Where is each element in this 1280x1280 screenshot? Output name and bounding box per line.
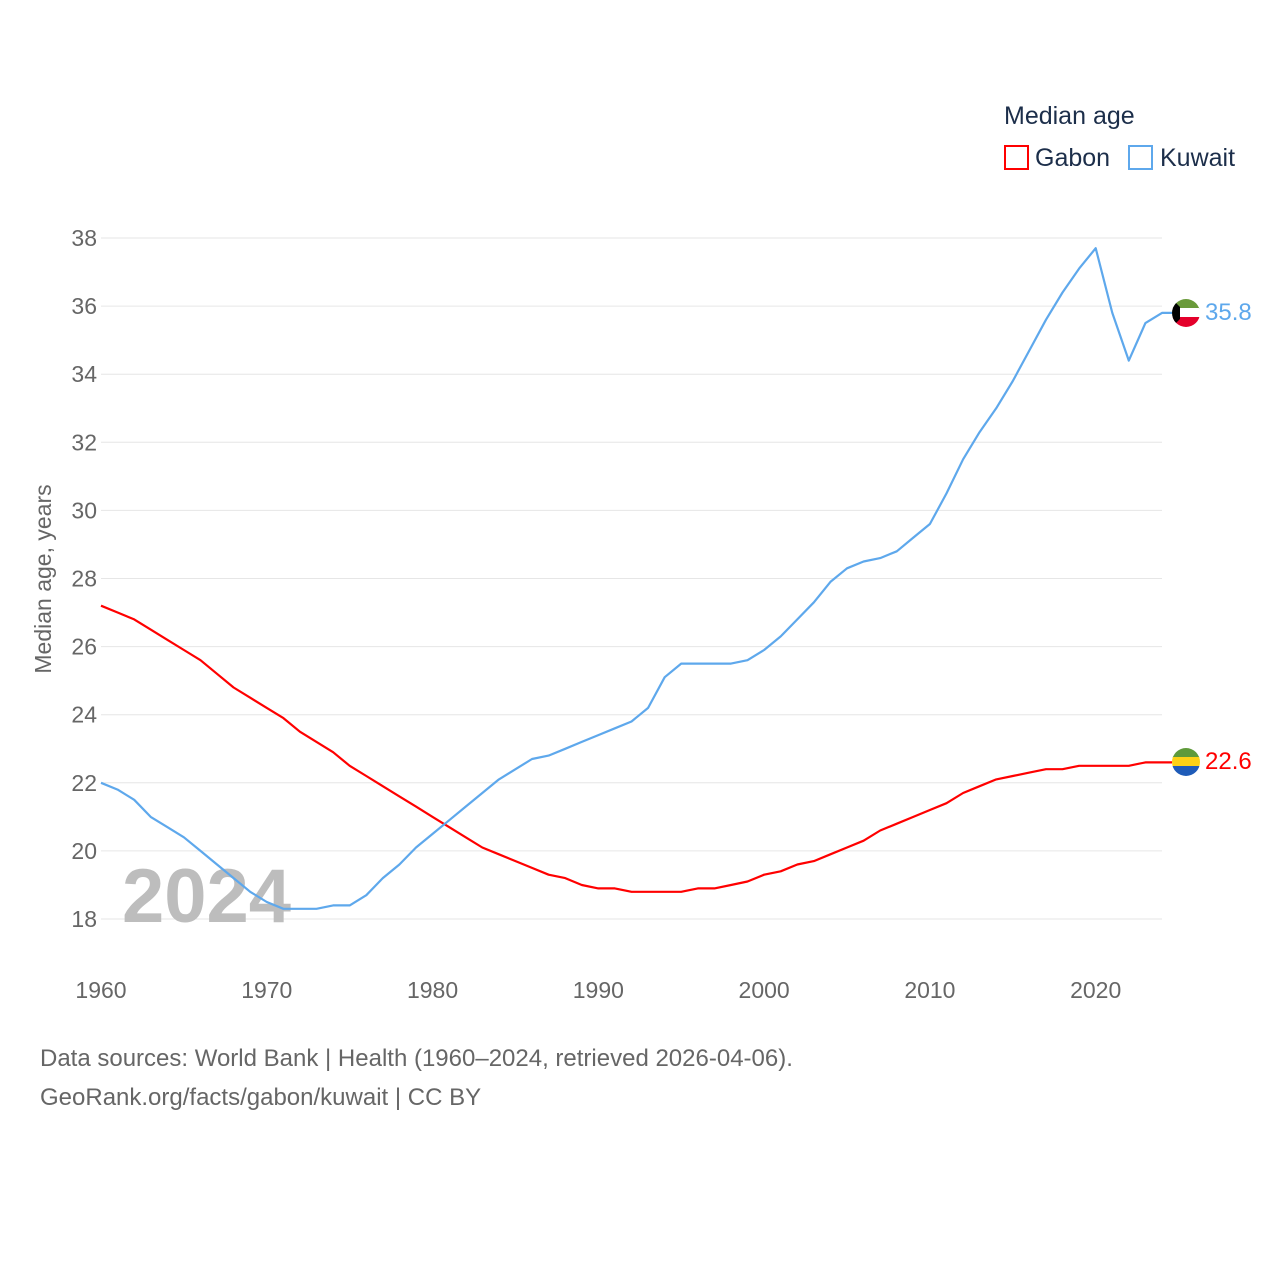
legend-label-gabon[interactable]: Gabon bbox=[1035, 144, 1110, 172]
x-tick-label: 2000 bbox=[739, 977, 790, 1003]
y-axis-label: Median age, years bbox=[30, 484, 56, 673]
end-label-gabon: 22.6 bbox=[1205, 748, 1252, 775]
kuwait-flag-icon bbox=[1172, 299, 1200, 327]
y-tick-label: 28 bbox=[71, 566, 97, 592]
x-tick-label: 2010 bbox=[904, 977, 955, 1003]
y-tick-label: 26 bbox=[71, 634, 97, 660]
legend: Median age Gabon Kuwait bbox=[1004, 102, 1235, 172]
x-tick-label: 1990 bbox=[573, 977, 624, 1003]
end-label-kuwait: 35.8 bbox=[1205, 299, 1252, 326]
y-tick-label: 24 bbox=[71, 702, 97, 728]
x-tick-label: 2020 bbox=[1070, 977, 1121, 1003]
y-tick-label: 32 bbox=[71, 429, 97, 455]
legend-label-kuwait[interactable]: Kuwait bbox=[1160, 144, 1235, 172]
series-line-gabon[interactable] bbox=[100, 604, 1172, 893]
x-tick-label: 1980 bbox=[407, 977, 458, 1003]
gabon-flag-icon bbox=[1172, 748, 1200, 776]
y-tick-label: 20 bbox=[71, 838, 97, 864]
y-tick-label: 22 bbox=[71, 770, 97, 796]
y-tick-label: 18 bbox=[71, 906, 97, 932]
y-tick-label: 34 bbox=[71, 361, 97, 387]
footer-sources: Data sources: World Bank | Health (1960–… bbox=[40, 1045, 793, 1072]
y-tick-label: 38 bbox=[71, 225, 97, 251]
watermark-year: 2024 bbox=[122, 854, 291, 939]
footer-link[interactable]: GeoRank.org/facts/gabon/kuwait | CC BY bbox=[40, 1084, 482, 1111]
legend-title: Median age bbox=[1004, 102, 1135, 130]
x-tick-label: 1970 bbox=[241, 977, 292, 1003]
legend-swatch-gabon bbox=[1004, 145, 1029, 170]
y-tick-label: 36 bbox=[71, 293, 97, 319]
series-line-kuwait[interactable] bbox=[100, 247, 1172, 910]
x-tick-label: 1960 bbox=[75, 977, 126, 1003]
y-tick-label: 30 bbox=[71, 497, 97, 523]
legend-swatch-kuwait bbox=[1128, 145, 1153, 170]
